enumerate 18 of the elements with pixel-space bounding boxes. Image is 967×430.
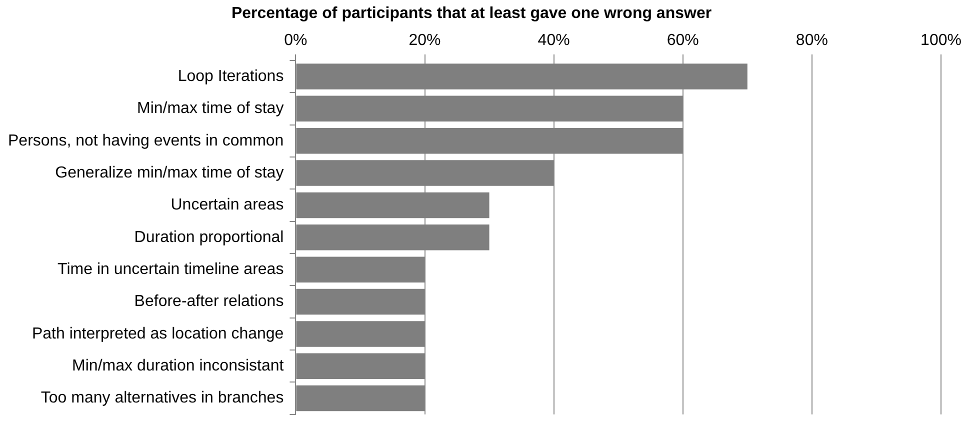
y-tick-label: Time in uncertain timeline areas [58,260,284,278]
x-tick-label: 40% [538,32,570,50]
y-tick-label: Duration proportional [134,228,284,246]
chart-title: Percentage of participants that at least gave one wrong answer [231,5,712,22]
y-tick-label: Min/max time of stay [137,100,284,118]
y-tick-label: Uncertain areas [170,196,284,214]
x-tick-label: 60% [666,32,699,50]
x-tick-label: 80% [796,32,828,50]
y-tick-label: Min/max duration inconsistant [72,358,284,375]
x-tick-label: 20% [408,32,441,50]
y-tick-label: Loop Iterations [178,68,284,85]
x-tick-label: 0% [284,32,308,50]
x-tick-label: 100% [920,32,962,50]
y-tick-label: Before-after relations [134,293,284,310]
y-tick-label: Generalize min/max time of stay [55,164,284,182]
y-tick-label: Too many alternatives in branches [40,390,284,407]
y-tick-label: Persons, not having events in common [8,132,284,150]
y-tick-label: Path interpreted as location change [32,325,284,342]
